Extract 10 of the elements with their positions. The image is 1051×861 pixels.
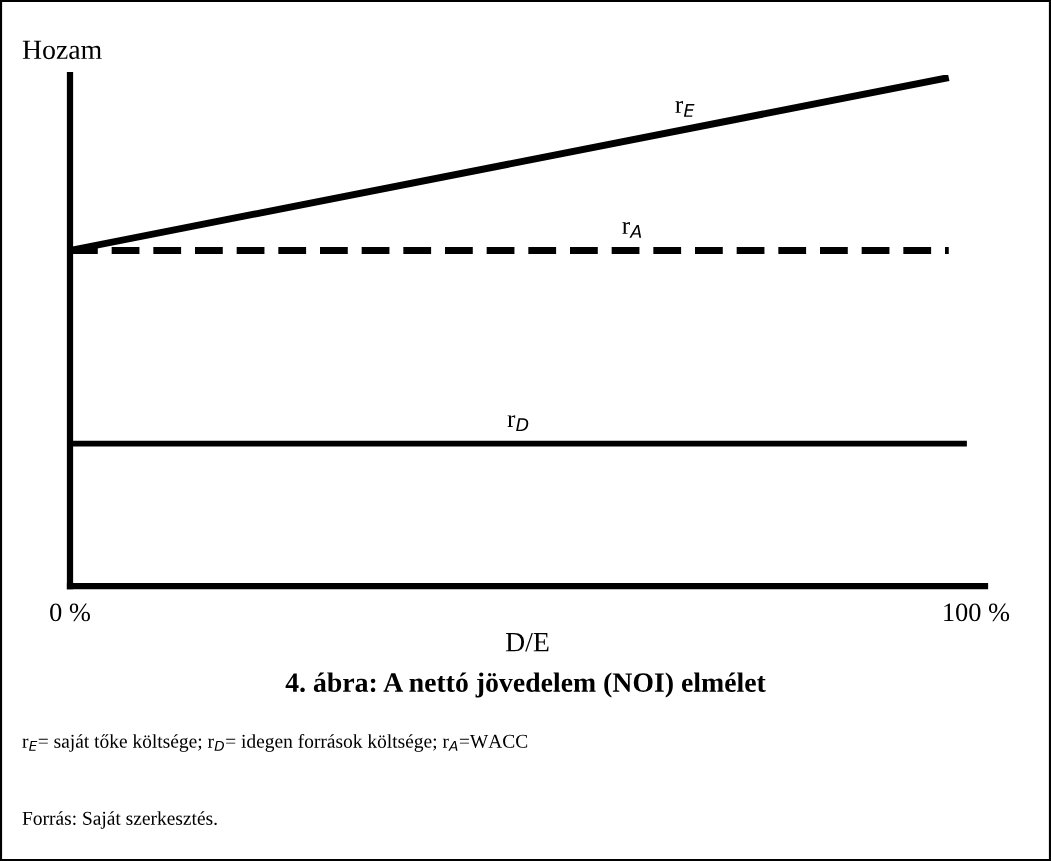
x-tick-label: 100 % xyxy=(944,603,1010,622)
x-tick-label: 0 % xyxy=(50,603,90,622)
series-label: r$_{E}$ xyxy=(675,100,695,117)
text: 4. ábra: A nettó jövedelem (NOI) elmélet xyxy=(285,672,766,698)
series-label: r$_{A}$ xyxy=(622,221,642,238)
series-label: r$_{D}$ xyxy=(507,415,529,432)
y-axis-title: Hozam xyxy=(22,40,102,60)
text: r$_{E}$= saját tőke költsége; r$_{D}$= idegen források költsége; r$_{A}$=WACC xyxy=(22,733,528,752)
text: Forrás: Saját szerkesztés. xyxy=(22,811,217,829)
x-axis-title: D/E xyxy=(505,632,549,652)
